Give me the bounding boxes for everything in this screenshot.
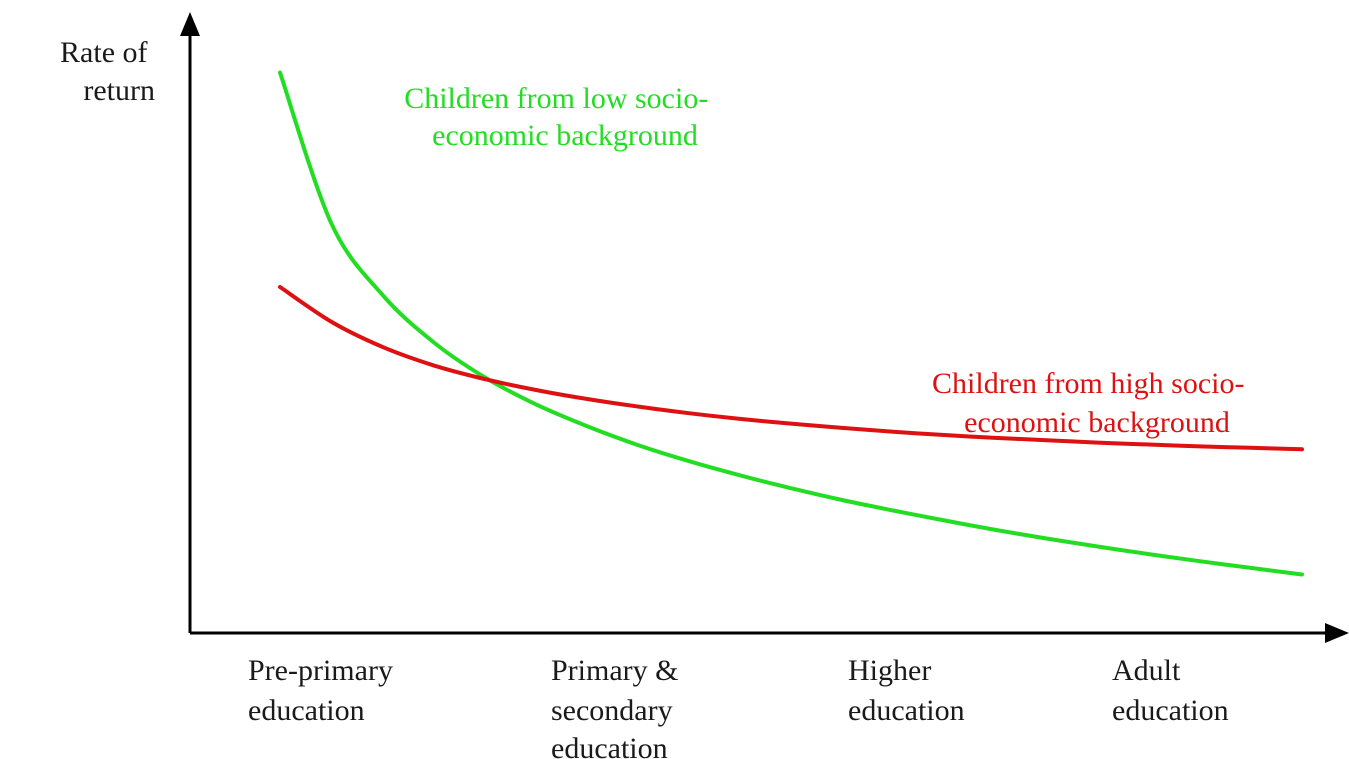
y-axis-arrowhead [180,12,200,36]
x-tick-label-higher-line-1: Higher [848,654,931,687]
series-line-high-ses [278,285,1304,452]
x-tick-label-primary-secondary: Primary & secondary education [551,654,686,759]
y-axis-title: Rate of return [60,36,155,107]
x-tick-labels: Pre-primary education Primary & secondar… [248,654,1229,759]
x-tick-label-pre-primary: Pre-primary education [248,654,400,727]
series-label-high-ses: Children from high socio- economic backg… [932,367,1252,439]
series-line-low-ses [278,70,1304,577]
x-tick-label-higher: Higher education [848,654,965,727]
x-axis-arrowhead [1325,623,1349,643]
x-tick-label-adult-line-2: education [1112,694,1229,727]
x-tick-label-adult-line-1: Adult [1112,654,1181,687]
x-tick-label-primary-secondary-line-1: Primary & [551,654,679,687]
x-tick-label-adult: Adult education [1112,654,1229,727]
series-label-high-ses-line-1: Children from high socio- [932,367,1244,400]
x-tick-label-pre-primary-line-1: Pre-primary [248,654,393,687]
series-label-high-ses-line-2: economic background [964,406,1230,439]
series-label-low-ses-line-1: Children from low socio- [404,82,708,115]
x-tick-label-primary-secondary-line-2: secondary [551,694,673,727]
series-label-low-ses-line-2: economic background [432,119,698,152]
x-tick-label-primary-secondary-line-3: education [551,732,668,759]
x-tick-label-higher-line-2: education [848,694,965,727]
y-axis-title-line-2: return [83,74,155,107]
series-label-low-ses: Children from low socio- economic backgr… [404,82,716,152]
x-tick-label-pre-primary-line-2: education [248,694,365,727]
y-axis-title-line-1: Rate of [60,36,147,69]
